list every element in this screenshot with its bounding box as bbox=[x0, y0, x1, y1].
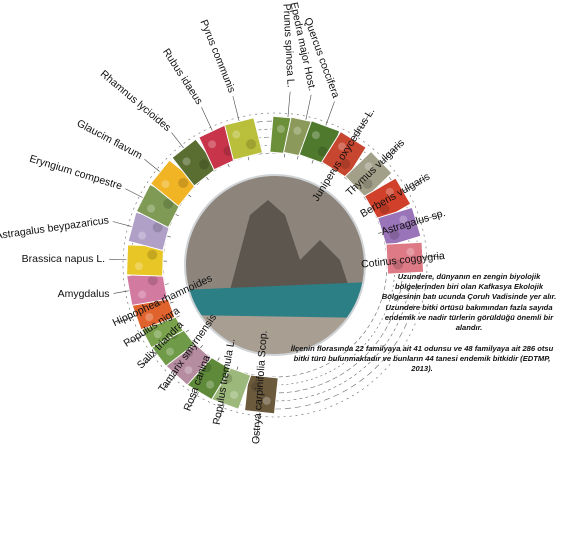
plant-photo-highlight bbox=[399, 215, 408, 224]
plant-photo-highlight bbox=[208, 140, 217, 149]
plant-photo-highlight bbox=[364, 162, 373, 171]
plant-photo-highlight bbox=[161, 180, 170, 189]
plant-photo-highlight bbox=[145, 313, 154, 322]
plant-photo bbox=[224, 117, 264, 161]
plant-photo-highlight bbox=[262, 396, 271, 405]
plant-photo-shadow bbox=[178, 177, 189, 188]
species-label: Rubus idaeus bbox=[160, 46, 205, 106]
plant-photo-tile bbox=[385, 241, 425, 275]
species-label: Pyrus communis bbox=[198, 18, 238, 94]
plant-photo-shadow bbox=[389, 229, 400, 240]
plant-photo-tile bbox=[344, 150, 393, 199]
plant-photo-highlight bbox=[184, 366, 193, 375]
plant-photo bbox=[244, 374, 279, 415]
description-paragraph-1: Uzundere, dünyanın en zengin biyolojik b… bbox=[381, 272, 557, 333]
plant-photo-highlight bbox=[406, 247, 415, 256]
species-label: Brassica napus L. bbox=[22, 253, 105, 265]
plant-photo-shadow bbox=[147, 249, 158, 260]
plant-photo-highlight bbox=[134, 262, 143, 271]
plant-photo-shadow bbox=[152, 222, 163, 233]
species-label: Glaucim flavum bbox=[75, 117, 145, 162]
plant-photo-tile bbox=[126, 269, 168, 307]
plant-photo-highlight bbox=[293, 126, 302, 135]
plant-photo-shadow bbox=[379, 203, 390, 214]
plant-photo-shadow bbox=[147, 275, 158, 286]
description-paragraph-2: İlçenin florasında 22 familyaya ait 41 o… bbox=[290, 344, 554, 374]
plant-photo-highlight bbox=[276, 124, 285, 133]
plant-photo bbox=[344, 150, 393, 199]
plant-photo bbox=[377, 206, 422, 248]
plant-photo-highlight bbox=[153, 330, 162, 339]
plant-photo-highlight bbox=[311, 131, 320, 140]
plant-photo-highlight bbox=[337, 142, 346, 151]
plant-photo-highlight bbox=[138, 231, 147, 240]
plant-photo-shadow bbox=[393, 259, 404, 270]
plant-photo-tile bbox=[224, 117, 264, 161]
plant-photo-highlight bbox=[206, 380, 215, 389]
plant-photo-shadow bbox=[362, 178, 373, 189]
plant-photo-shadow bbox=[163, 198, 174, 209]
plant-photo-shadow bbox=[199, 159, 210, 170]
plant-photo-tile bbox=[320, 130, 367, 179]
plant-photo bbox=[320, 130, 367, 179]
species-label: Rhamnus lycioides bbox=[98, 68, 173, 134]
plant-photo-shadow bbox=[251, 381, 262, 392]
photo-water bbox=[185, 282, 365, 320]
plant-photo-highlight bbox=[138, 290, 147, 299]
plant-photo-highlight bbox=[182, 157, 191, 166]
plant-photo-highlight bbox=[165, 347, 174, 356]
plant-photo-ring bbox=[126, 115, 425, 415]
species-label: Eryngium compestre bbox=[28, 153, 124, 193]
plant-photo-highlight bbox=[147, 204, 156, 213]
plant-photo-shadow bbox=[317, 146, 328, 157]
ring-6 bbox=[122, 112, 428, 418]
species-label: Astragalus beypazaricus bbox=[0, 214, 110, 242]
plant-photo-tile bbox=[126, 244, 165, 277]
plant-photo bbox=[385, 241, 425, 275]
plant-photo-highlight bbox=[232, 130, 241, 139]
plant-photo-tile bbox=[244, 374, 279, 415]
photo-ridge bbox=[230, 200, 350, 290]
plant-photo-tile bbox=[377, 206, 422, 248]
plant-photo-shadow bbox=[246, 139, 257, 150]
species-label: Prunus spinosa L. bbox=[280, 3, 296, 88]
plant-photo-highlight bbox=[230, 390, 239, 399]
species-label: Amygdalus bbox=[58, 288, 110, 300]
center-photo-border bbox=[184, 174, 366, 356]
plant-photo-shadow bbox=[340, 158, 351, 169]
plant-photo-tile bbox=[149, 159, 199, 207]
plant-photo-highlight bbox=[385, 187, 394, 196]
